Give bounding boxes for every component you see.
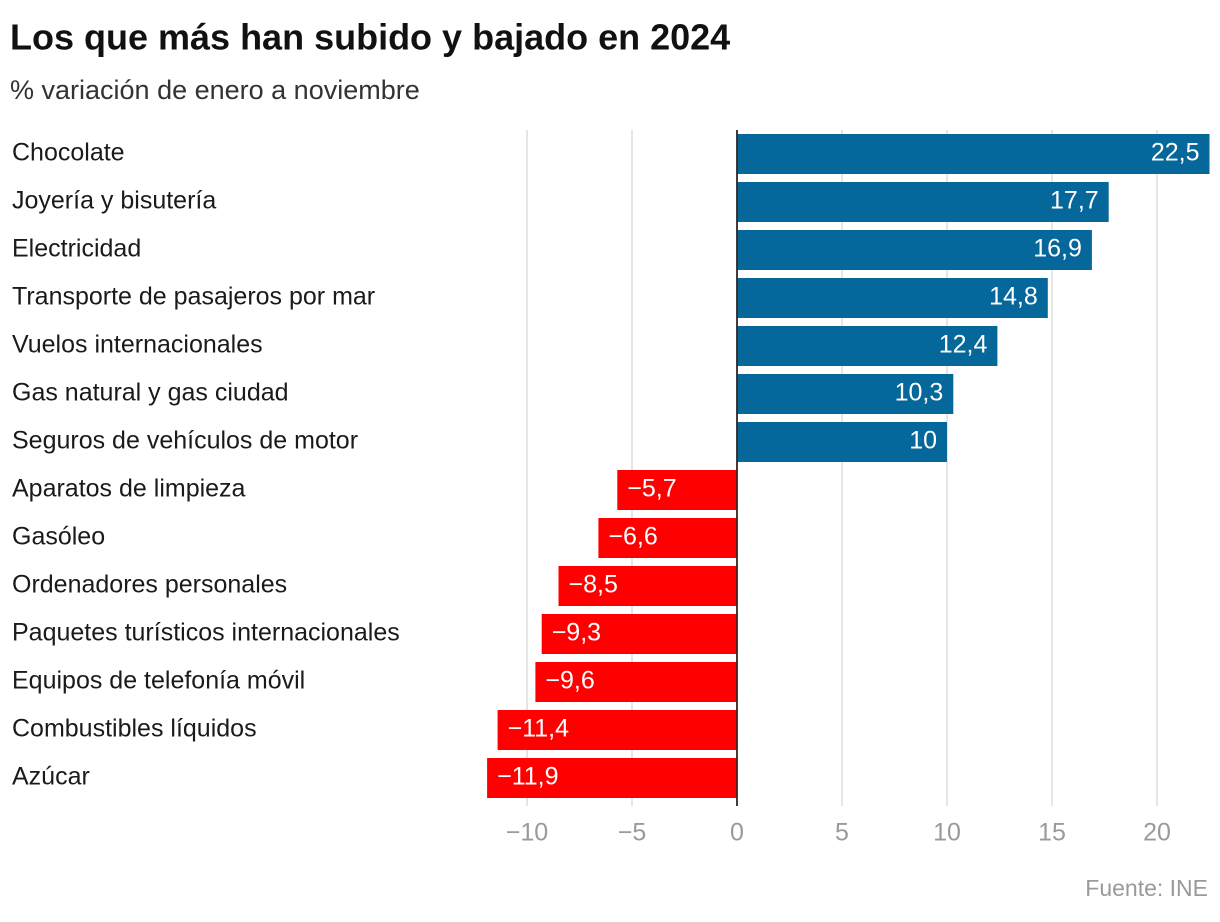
bar bbox=[535, 662, 737, 702]
category-label: Seguros de vehículos de motor bbox=[12, 427, 358, 455]
bar bbox=[737, 278, 1048, 318]
value-label: −11,9 bbox=[497, 763, 558, 791]
category-label: Gasóleo bbox=[12, 523, 105, 551]
value-label: −11,4 bbox=[508, 715, 569, 743]
bar bbox=[737, 230, 1092, 270]
category-label: Gas natural y gas ciudad bbox=[12, 379, 289, 407]
bar bbox=[541, 614, 737, 654]
category-label: Equipos de telefonía móvil bbox=[12, 667, 305, 695]
value-label: −9,3 bbox=[552, 619, 601, 647]
category-label: Combustibles líquidos bbox=[12, 715, 257, 743]
category-label: Chocolate bbox=[12, 139, 125, 167]
x-tick-label: −5 bbox=[618, 819, 647, 847]
source: Fuente: INE bbox=[1085, 875, 1208, 901]
bar bbox=[558, 566, 737, 606]
x-tick-label: 20 bbox=[1143, 819, 1171, 847]
x-tick-label: 15 bbox=[1038, 819, 1066, 847]
value-label: 16,9 bbox=[1033, 235, 1082, 263]
category-label: Transporte de pasajeros por mar bbox=[12, 283, 375, 311]
bar bbox=[737, 134, 1210, 174]
category-label: Paquetes turísticos internacionales bbox=[12, 619, 400, 647]
category-label: Joyería y bisutería bbox=[12, 187, 216, 215]
bar bbox=[497, 710, 737, 750]
value-label: −5,7 bbox=[627, 475, 676, 503]
value-label: −6,6 bbox=[608, 523, 657, 551]
chart-subtitle: % variación de enero a noviembre bbox=[10, 75, 420, 105]
value-label: 17,7 bbox=[1050, 187, 1099, 215]
chart-title: Los que más han subido y bajado en 2024 bbox=[10, 17, 730, 58]
bar bbox=[598, 518, 737, 558]
bar bbox=[737, 422, 947, 462]
x-tick-label: 5 bbox=[835, 819, 849, 847]
category-label: Azúcar bbox=[12, 763, 90, 791]
bar bbox=[487, 758, 737, 798]
category-label: Electricidad bbox=[12, 235, 141, 263]
value-label: −8,5 bbox=[569, 571, 618, 599]
value-label: 10 bbox=[909, 427, 937, 455]
category-label: Aparatos de limpieza bbox=[12, 475, 246, 503]
x-tick-label: 0 bbox=[730, 819, 744, 847]
bar bbox=[737, 182, 1109, 222]
bar bbox=[737, 326, 998, 366]
value-label: 10,3 bbox=[895, 379, 944, 407]
category-label: Vuelos internacionales bbox=[12, 331, 263, 359]
value-label: 12,4 bbox=[939, 331, 988, 359]
bar bbox=[617, 470, 737, 510]
value-label: −9,6 bbox=[545, 667, 594, 695]
category-label: Ordenadores personales bbox=[12, 571, 287, 599]
x-tick-label: −10 bbox=[506, 819, 548, 847]
bar bbox=[737, 374, 954, 414]
value-label: 14,8 bbox=[989, 283, 1038, 311]
x-tick-label: 10 bbox=[933, 819, 961, 847]
value-label: 22,5 bbox=[1151, 139, 1200, 167]
